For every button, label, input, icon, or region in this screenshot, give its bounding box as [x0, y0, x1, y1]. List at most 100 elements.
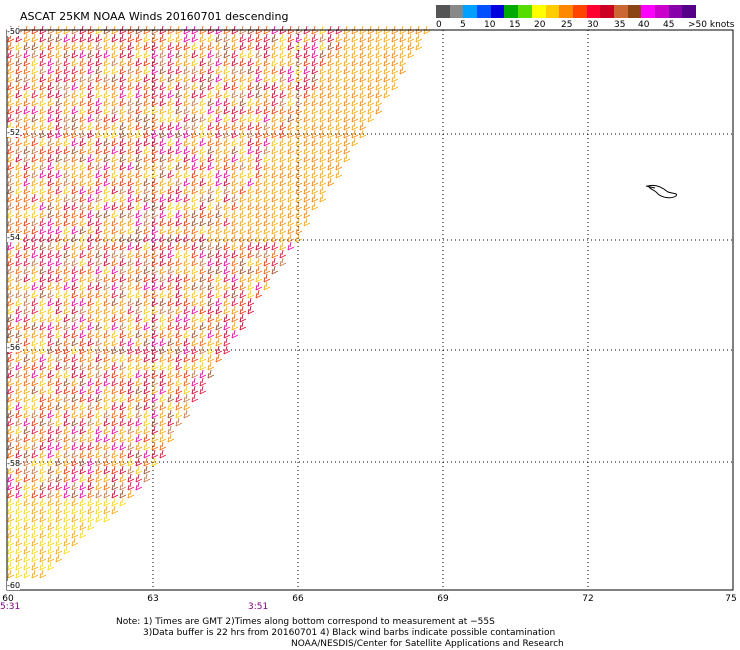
wind-barb [183, 145, 191, 155]
wind-barb [311, 169, 319, 179]
wind-barb [95, 401, 103, 411]
wind-barb [263, 129, 271, 139]
wind-barb [55, 193, 63, 203]
wind-barb [199, 249, 207, 259]
wind-barb [239, 153, 247, 163]
wind-barb [87, 217, 95, 227]
wind-barb [55, 553, 63, 563]
wind-barb [127, 153, 135, 163]
wind-barb [111, 73, 119, 83]
wind-barb [119, 393, 127, 403]
wind-barb [47, 401, 55, 411]
wind-barb [79, 137, 87, 147]
wind-barb [127, 121, 135, 131]
wind-barb [95, 497, 103, 507]
wind-barb [223, 185, 231, 195]
wind-barb [343, 153, 351, 163]
wind-barb [271, 65, 279, 75]
wind-barb [135, 169, 143, 179]
wind-barb [239, 137, 247, 147]
wind-barb [215, 249, 223, 259]
wind-barb [143, 73, 151, 83]
wind-barb [79, 473, 87, 483]
wind-barb [215, 209, 223, 219]
wind-barb [311, 65, 319, 75]
wind-barb [175, 153, 183, 163]
wind-barb [95, 273, 103, 283]
wind-barb [191, 105, 199, 115]
wind-barb [63, 233, 71, 243]
wind-barb [31, 505, 39, 515]
wind-barb [111, 225, 119, 235]
wind-barb [239, 321, 247, 331]
wind-barb [223, 337, 231, 347]
wind-barb [103, 57, 111, 67]
wind-barb [215, 129, 223, 139]
wind-barb [359, 73, 367, 83]
wind-barb [103, 417, 111, 427]
wind-barb [111, 81, 119, 91]
wind-barb [191, 217, 199, 227]
wind-barb [47, 57, 55, 67]
wind-barb [263, 105, 271, 115]
wind-barb [391, 81, 399, 91]
wind-barb [15, 321, 23, 331]
wind-barb [111, 153, 119, 163]
wind-barb [143, 97, 151, 107]
wind-barb [79, 145, 87, 155]
wind-barb [223, 129, 231, 139]
wind-barb [127, 353, 135, 363]
wind-barb [7, 313, 15, 323]
wind-barb [279, 73, 287, 83]
wind-barb [159, 449, 167, 459]
wind-barb [103, 81, 111, 91]
wind-barb [111, 417, 119, 427]
wind-barb [223, 257, 231, 267]
legend-swatch [463, 5, 478, 18]
wind-barb [23, 193, 31, 203]
wind-barb [151, 137, 159, 147]
wind-barb [367, 33, 375, 43]
wind-barb [159, 345, 167, 355]
wind-barb [159, 41, 167, 51]
wind-barb [255, 249, 263, 259]
wind-barb [255, 209, 263, 219]
wind-barb [143, 113, 151, 123]
wind-barb [231, 153, 239, 163]
wind-barb [31, 313, 39, 323]
wind-barb [135, 153, 143, 163]
wind-barb [263, 241, 271, 251]
wind-barb [23, 121, 31, 131]
wind-barb [39, 105, 47, 115]
wind-barb [167, 89, 175, 99]
wind-barb [215, 217, 223, 227]
wind-barb [183, 137, 191, 147]
wind-barb [103, 289, 111, 299]
wind-barb [207, 361, 215, 371]
wind-barb [167, 257, 175, 267]
wind-barb [39, 425, 47, 435]
wind-barb [167, 393, 175, 403]
wind-barb [191, 97, 199, 107]
wind-barb [207, 113, 215, 123]
wind-barb [39, 409, 47, 419]
wind-barb [239, 121, 247, 131]
wind-barb [159, 49, 167, 59]
wind-barb [7, 425, 15, 435]
legend-swatch [613, 5, 628, 18]
wind-barb [271, 241, 279, 251]
wind-barb [207, 65, 215, 75]
wind-barb [223, 289, 231, 299]
wind-barb [303, 57, 311, 67]
wind-barb [375, 89, 383, 99]
wind-barb [111, 401, 119, 411]
wind-barb [95, 425, 103, 435]
wind-barb [119, 193, 127, 203]
wind-barb [55, 65, 63, 75]
wind-barb [207, 345, 215, 355]
wind-barb [79, 97, 87, 107]
wind-barb [103, 161, 111, 171]
wind-barb [119, 369, 127, 379]
wind-barb [39, 97, 47, 107]
wind-barb [79, 73, 87, 83]
